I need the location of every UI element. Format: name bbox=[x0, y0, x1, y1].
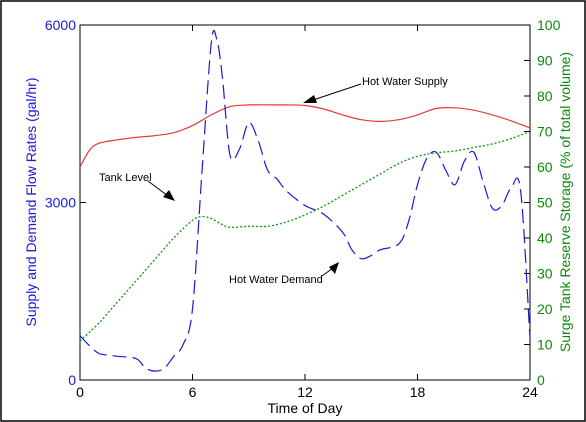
y-tick-label-right: 100 bbox=[537, 17, 561, 33]
series-layer bbox=[79, 29, 531, 372]
series-line-hot-water-demand bbox=[79, 29, 531, 372]
plot-area bbox=[79, 24, 531, 381]
y-tick-label-right: 10 bbox=[537, 337, 553, 353]
y-tick-label-right: 50 bbox=[537, 195, 553, 211]
arrowhead-hot-water-demand bbox=[329, 262, 339, 274]
y-tick-label-right: 70 bbox=[537, 124, 553, 140]
x-tick-label: 12 bbox=[297, 384, 313, 400]
annotation-hot-water-supply: Hot Water Supply bbox=[362, 76, 448, 88]
y-axis-title-left: Supply and Demand Flow Rates (gal/hr) bbox=[23, 77, 39, 326]
y-axis-title-right: Surge Tank Reserve Storage (% of total v… bbox=[557, 52, 573, 352]
y-tick-label-right: 40 bbox=[537, 230, 553, 246]
y-tick-label-right: 80 bbox=[537, 88, 553, 104]
y-tick-label-left: 3000 bbox=[45, 195, 76, 211]
y-tick-label-right: 0 bbox=[537, 372, 545, 388]
y-tick-label-right: 20 bbox=[537, 301, 553, 317]
y-tick-label-left: 6000 bbox=[45, 17, 76, 33]
x-tick-label: 18 bbox=[410, 384, 426, 400]
arrowhead-tank-level bbox=[163, 190, 175, 201]
y-tick-label-left: 0 bbox=[68, 372, 76, 388]
arrowhead-hot-water-supply bbox=[303, 95, 317, 103]
y-tick-label-right: 90 bbox=[537, 53, 553, 69]
annotation-tank-level: Tank Level bbox=[99, 172, 152, 184]
arrow-hot-water-supply bbox=[309, 83, 362, 102]
series-line-hot-water-supply bbox=[79, 104, 531, 168]
annotation-hot-water-demand: Hot Water Demand bbox=[229, 274, 323, 286]
x-tick-label: 24 bbox=[522, 384, 538, 400]
y-tick-label-right: 60 bbox=[537, 159, 553, 175]
x-axis-title: Time of Day bbox=[268, 400, 343, 416]
x-tick-label: 0 bbox=[76, 384, 84, 400]
y-tick-label-right: 30 bbox=[537, 266, 553, 282]
x-tick-label: 6 bbox=[189, 384, 197, 400]
arrow-tank-level bbox=[147, 180, 169, 197]
